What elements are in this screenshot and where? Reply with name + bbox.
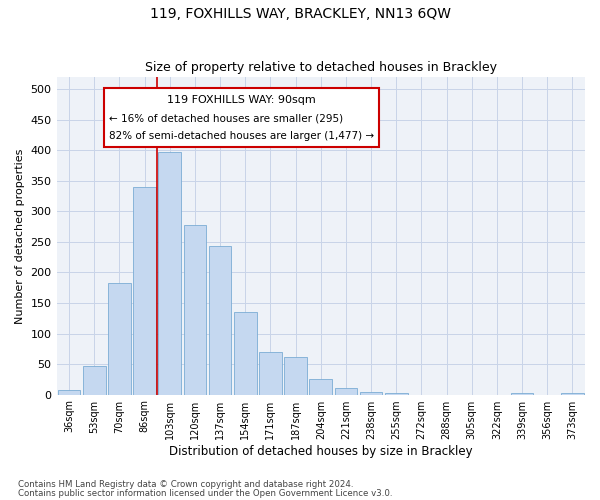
Text: 119 FOXHILLS WAY: 90sqm: 119 FOXHILLS WAY: 90sqm — [167, 95, 316, 105]
Text: 119, FOXHILLS WAY, BRACKLEY, NN13 6QW: 119, FOXHILLS WAY, BRACKLEY, NN13 6QW — [149, 8, 451, 22]
Text: ← 16% of detached houses are smaller (295): ← 16% of detached houses are smaller (29… — [109, 114, 344, 124]
FancyBboxPatch shape — [104, 88, 379, 147]
Text: Contains HM Land Registry data © Crown copyright and database right 2024.: Contains HM Land Registry data © Crown c… — [18, 480, 353, 489]
Bar — [158, 152, 181, 394]
Bar — [335, 388, 357, 394]
Bar — [83, 366, 106, 394]
Bar — [184, 226, 206, 394]
Bar — [310, 380, 332, 394]
Bar — [284, 356, 307, 395]
X-axis label: Distribution of detached houses by size in Brackley: Distribution of detached houses by size … — [169, 444, 473, 458]
Y-axis label: Number of detached properties: Number of detached properties — [15, 148, 25, 324]
Title: Size of property relative to detached houses in Brackley: Size of property relative to detached ho… — [145, 62, 497, 74]
Text: 82% of semi-detached houses are larger (1,477) →: 82% of semi-detached houses are larger (… — [109, 132, 374, 141]
Text: Contains public sector information licensed under the Open Government Licence v3: Contains public sector information licen… — [18, 488, 392, 498]
Bar — [58, 390, 80, 394]
Bar — [209, 246, 232, 394]
Bar — [259, 352, 282, 395]
Bar — [133, 187, 156, 394]
Bar — [360, 392, 382, 394]
Bar — [108, 284, 131, 395]
Bar — [234, 312, 257, 394]
